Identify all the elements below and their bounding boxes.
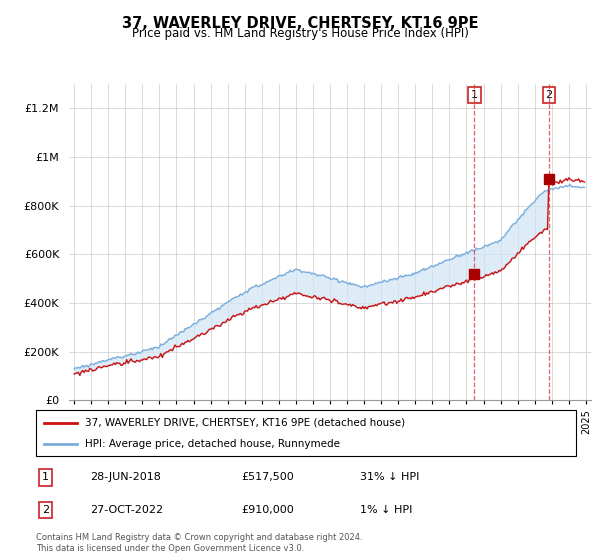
- Text: HPI: Average price, detached house, Runnymede: HPI: Average price, detached house, Runn…: [85, 439, 340, 449]
- Text: 1% ↓ HPI: 1% ↓ HPI: [360, 505, 412, 515]
- Text: 31% ↓ HPI: 31% ↓ HPI: [360, 473, 419, 483]
- Text: £517,500: £517,500: [241, 473, 294, 483]
- FancyBboxPatch shape: [36, 410, 576, 456]
- Text: 27-OCT-2022: 27-OCT-2022: [90, 505, 163, 515]
- Text: £910,000: £910,000: [241, 505, 294, 515]
- Text: 37, WAVERLEY DRIVE, CHERTSEY, KT16 9PE (detached house): 37, WAVERLEY DRIVE, CHERTSEY, KT16 9PE (…: [85, 418, 405, 428]
- Text: 28-JUN-2018: 28-JUN-2018: [90, 473, 161, 483]
- Text: 1: 1: [471, 90, 478, 100]
- Text: Contains HM Land Registry data © Crown copyright and database right 2024.
This d: Contains HM Land Registry data © Crown c…: [36, 533, 362, 553]
- Text: 37, WAVERLEY DRIVE, CHERTSEY, KT16 9PE: 37, WAVERLEY DRIVE, CHERTSEY, KT16 9PE: [122, 16, 478, 31]
- Text: Price paid vs. HM Land Registry's House Price Index (HPI): Price paid vs. HM Land Registry's House …: [131, 27, 469, 40]
- Text: 1: 1: [42, 473, 49, 483]
- Text: 2: 2: [42, 505, 49, 515]
- Text: 2: 2: [545, 90, 553, 100]
